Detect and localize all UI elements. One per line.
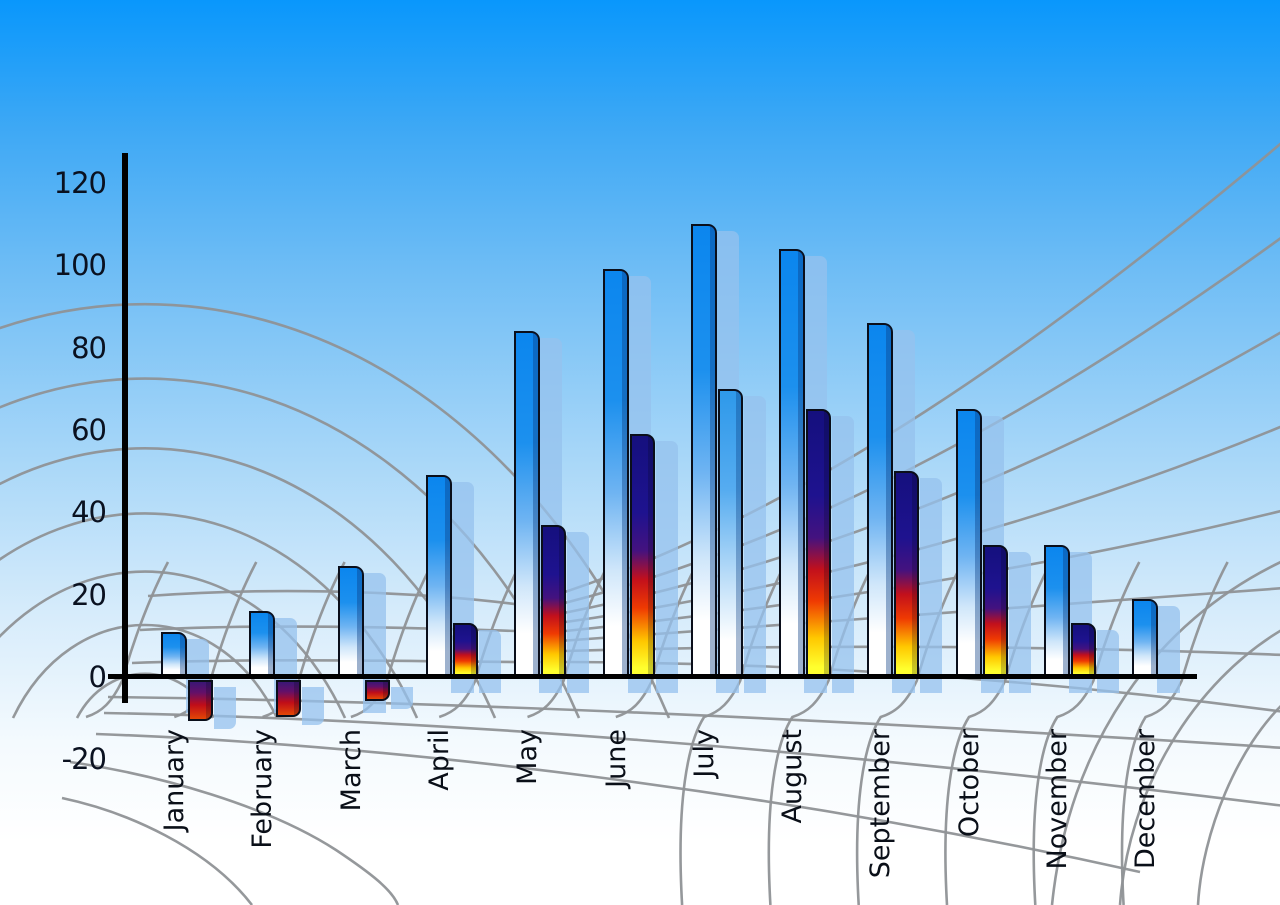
bar-bevel [1089,625,1094,675]
y-tick-label-20: 20 [71,577,107,612]
grid-mesh-line [107,695,1280,749]
bar-echo-september-secondary [920,478,943,693]
bar-bevel [268,613,274,675]
bar-october-primary [955,409,982,677]
bar-bevel [533,333,539,675]
grid-mesh-line [1032,561,1141,905]
x-axis-zero-line [108,674,1197,679]
bar-may-primary [514,331,541,677]
month-label-february: February [247,729,279,849]
grid-mesh-line [1196,705,1280,905]
y-tick-label-80: 80 [71,330,107,365]
month-label-january: January [159,729,190,832]
month-label-november: November [1042,729,1073,870]
bar-bevel [356,567,362,675]
bar-echo-october-secondary [1008,552,1031,693]
bar-december-primary [1132,598,1159,677]
grid-mesh-line [0,570,347,719]
bar-february-primary [249,611,276,677]
month-label-may: May [512,729,544,785]
grid-mesh-line [1050,561,1280,905]
bar-echo-january-secondary [214,687,236,730]
y-axis-line [122,153,128,703]
month-label-december: December [1130,729,1162,870]
bar-july-secondary [717,388,743,677]
y-tick-label--20: -20 [61,742,107,777]
bar-bevel [798,250,804,675]
bar-november-secondary [1071,623,1096,677]
bar-october-secondary [982,545,1008,677]
bar-echo-february-secondary [302,687,325,726]
grid-mesh-line [527,561,611,719]
bar-may-secondary [541,524,567,677]
grid-mesh-line [95,732,1141,874]
bar-february-secondary [276,680,302,718]
bar-bevel [621,271,627,675]
grid-mesh-line [0,447,497,719]
bar-echo-july-secondary [743,395,766,693]
bar-january-secondary [188,680,213,722]
bar-bevel [709,226,715,675]
bar-bevel [974,411,980,675]
grid-mesh-line [1120,561,1229,905]
bar-bevel [1000,547,1006,675]
month-label-april: April [423,729,455,791]
bar-march-secondary [364,680,390,701]
bar-bevel [886,324,892,675]
bar-april-primary [425,475,452,677]
bar-bevel [1063,547,1068,675]
bar-bevel [647,436,653,675]
month-label-september: September [865,729,897,879]
grid-mesh-line [61,796,254,905]
bar-bevel [735,390,741,675]
bar-june-primary [602,269,629,677]
month-label-august: August [777,729,809,824]
grid-mesh-line [0,377,581,719]
bar-bevel [824,411,830,675]
y-tick-label-100: 100 [53,248,107,283]
bar-echo-august-secondary [832,416,855,693]
bar-august-primary [779,248,806,677]
y-tick-label-60: 60 [71,412,107,447]
bar-july-primary [690,224,717,677]
bar-bevel [559,526,565,675]
bar-bevel [180,633,185,675]
bar-january-primary [161,631,187,677]
month-label-june: June [600,729,632,788]
bar-echo-april-secondary [478,630,501,693]
y-tick-label-0: 0 [88,660,107,694]
grid-mesh-line [69,760,400,905]
grid-mesh-line [1118,629,1280,905]
bar-echo-june-secondary [655,441,678,693]
bar-bevel [470,625,476,675]
grid-mesh-line [103,711,1280,807]
bar-november-primary [1044,545,1070,677]
bar-august-secondary [806,409,832,677]
bar-april-secondary [452,623,478,677]
month-label-july: July [688,729,720,778]
bar-march-primary [337,565,364,677]
bar-bevel [382,682,388,699]
bar-echo-may-secondary [567,531,590,693]
month-label-october: October [953,729,985,838]
bar-bevel [1151,600,1157,675]
bar-bevel [294,682,300,716]
bar-bevel [912,473,918,675]
bar-echo-november-secondary [1097,630,1119,693]
bar-bevel [206,682,211,720]
bar-echo-december-primary [1157,605,1181,693]
bar-echo-march-secondary [390,687,413,709]
bar-september-primary [867,322,894,677]
month-label-march: March [335,729,367,812]
bar-bevel [444,477,450,675]
y-tick-label-120: 120 [53,165,107,200]
bar-june-secondary [629,434,655,677]
bar-september-secondary [894,471,920,677]
y-tick-label-40: 40 [71,495,107,530]
